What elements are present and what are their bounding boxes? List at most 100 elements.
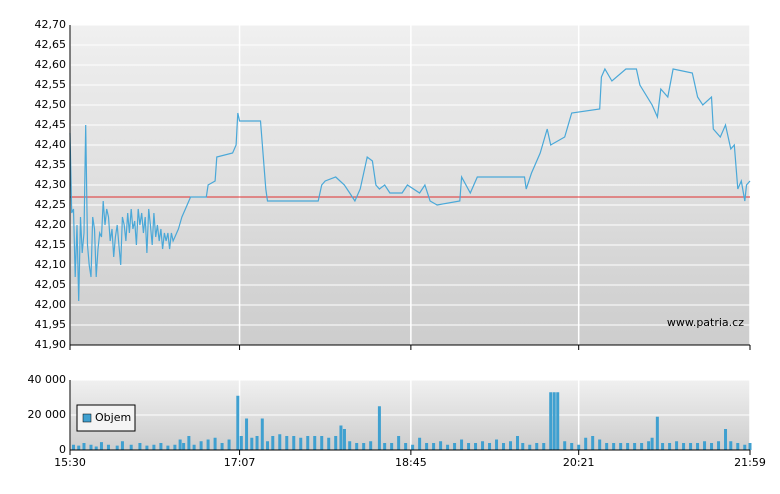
volume-bar: [570, 443, 574, 450]
y-tick-label: 41,90: [35, 338, 67, 351]
volume-bar: [467, 443, 471, 450]
volume-bar: [404, 443, 408, 450]
volume-bar: [173, 444, 177, 450]
volume-bar: [129, 444, 133, 450]
volume-bar: [115, 445, 119, 450]
legend-label: Objem: [95, 411, 131, 424]
volume-bar: [152, 444, 156, 450]
volume-bar: [236, 395, 240, 450]
volume-bar: [605, 443, 609, 450]
volume-bar: [192, 444, 196, 450]
volume-bar: [355, 443, 359, 450]
y-tick-label: 42,55: [35, 78, 67, 91]
volume-bar: [383, 443, 387, 450]
volume-bar: [299, 437, 303, 450]
volume-bar: [187, 436, 191, 450]
volume-bar: [334, 436, 338, 450]
volume-bar: [598, 439, 602, 450]
y-tick-label: 42,35: [35, 158, 67, 171]
volume-bar: [563, 441, 567, 450]
volume-bar: [729, 441, 733, 450]
volume-bar: [120, 441, 124, 450]
volume-bar: [239, 436, 243, 450]
volume-bar: [397, 436, 401, 450]
volume-bar: [675, 441, 679, 450]
volume-bar: [509, 441, 513, 450]
volume-bar: [696, 443, 700, 450]
y-tick-label: 42,10: [35, 258, 67, 271]
volume-bar: [502, 443, 506, 450]
volume-bar: [369, 441, 373, 450]
volume-bar: [521, 443, 525, 450]
volume-bar: [655, 416, 659, 450]
x-tick-label: 17:07: [224, 456, 256, 469]
y-tick-label: 42,25: [35, 198, 67, 211]
volume-bar: [166, 445, 170, 450]
x-tick-label: 15:30: [54, 456, 86, 469]
y-tick-label: 0: [59, 443, 66, 456]
volume-bar: [717, 441, 721, 450]
volume-bar: [724, 429, 728, 450]
volume-bar: [320, 436, 324, 450]
y-tick-label: 42,65: [35, 38, 67, 51]
volume-bar: [271, 436, 275, 450]
volume-bar: [178, 439, 182, 450]
volume-bar: [633, 443, 637, 450]
volume-bar: [89, 444, 93, 450]
x-tick-label: 20:21: [563, 456, 595, 469]
volume-bar: [377, 406, 381, 450]
volume-bar: [748, 443, 752, 450]
y-tick-label: 40 000: [28, 373, 67, 386]
y-tick-label: 42,00: [35, 298, 67, 311]
volume-bar: [82, 443, 86, 450]
volume-bar: [245, 418, 249, 450]
volume-bar: [647, 441, 651, 450]
volume-bar: [528, 444, 532, 450]
y-tick-label: 42,45: [35, 118, 67, 131]
volume-bar: [348, 441, 352, 450]
volume-bar: [516, 436, 520, 450]
volume-bar: [661, 443, 665, 450]
volume-bar: [425, 443, 429, 450]
volume-bar: [306, 436, 310, 450]
watermark: www.patria.cz: [667, 316, 744, 329]
volume-bar: [266, 441, 270, 450]
y-tick-label: 41,95: [35, 318, 67, 331]
volume-bar: [743, 444, 747, 450]
volume-bar: [411, 444, 415, 450]
volume-bar: [390, 443, 394, 450]
volume-bar: [220, 443, 224, 450]
volume-bar: [418, 437, 422, 450]
volume-bar: [668, 443, 672, 450]
volume-bar: [556, 392, 560, 450]
volume-bar: [213, 437, 217, 450]
legend-swatch: [82, 413, 92, 423]
volume-bar: [342, 429, 346, 450]
volume-bar: [626, 443, 630, 450]
y-tick-label: 42,40: [35, 138, 67, 151]
volume-bar: [71, 444, 75, 450]
volume-bar: [182, 443, 186, 450]
volume-bar: [432, 443, 436, 450]
volume-bar: [577, 444, 581, 450]
volume-bar: [736, 443, 740, 450]
volume-bar: [460, 439, 464, 450]
volume-bar: [227, 439, 231, 450]
volume-bar: [339, 425, 343, 450]
volume-bar: [488, 443, 492, 450]
volume-bar: [362, 443, 366, 450]
volume-bar: [206, 439, 210, 450]
volume-bar: [199, 441, 203, 450]
volume-bar: [99, 442, 103, 450]
legend: Objem: [76, 404, 136, 432]
volume-bar: [549, 392, 553, 450]
volume-bar: [682, 443, 686, 450]
y-tick-label: 42,20: [35, 218, 67, 231]
y-tick-label: 42,30: [35, 178, 67, 191]
volume-bar: [612, 443, 616, 450]
volume-bar: [535, 443, 539, 450]
y-tick-label: 42,70: [35, 18, 67, 31]
volume-bar: [552, 392, 556, 450]
volume-bar: [285, 436, 289, 450]
